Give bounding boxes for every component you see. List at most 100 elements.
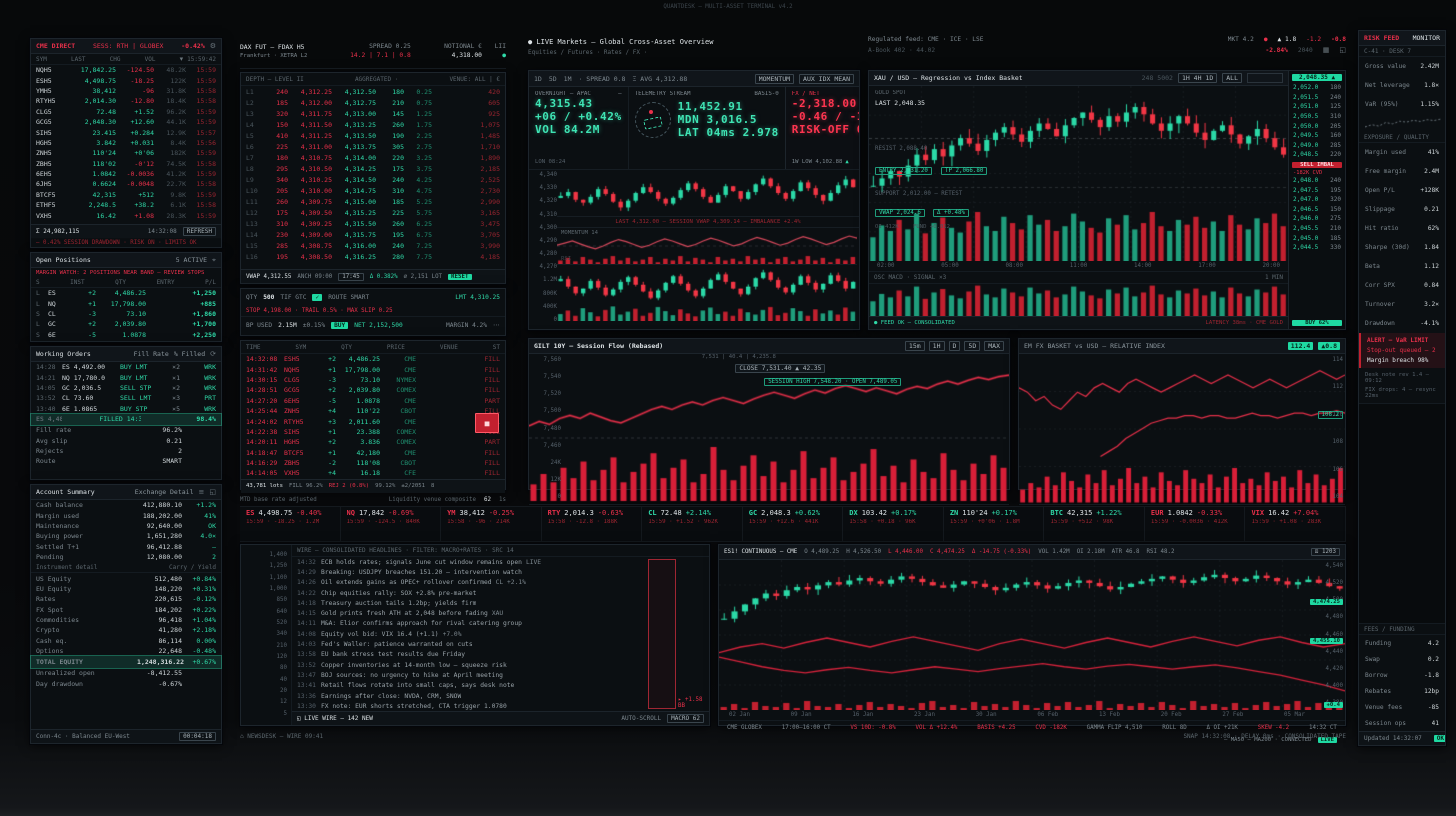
table-row[interactable]: GCG5 2,048.30 +12.60 44.1K 15:59 [36, 118, 216, 127]
table-row[interactable]: NQH5 17,842.25 -124.50 48.2K 15:59 [36, 66, 216, 75]
news-row[interactable]: 13:36 Earnings after close: NVDA, CRM, S… [297, 692, 462, 700]
depth-row[interactable]: L14 230 4,309.00 4,315.75 195 6.75 3,705 [246, 230, 500, 239]
news-row[interactable]: 14:18 Treasury auction tails 1.2bp; yiel… [297, 599, 477, 607]
toolbar-mode-button[interactable]: MOMENTUM [754, 73, 795, 84]
depth-row[interactable]: L11 260 4,309.75 4,315.00 185 5.25 2,990 [246, 197, 500, 206]
news-row[interactable]: 14:22 Chip equities rally: SOX +2.8% pre… [297, 589, 477, 597]
table-row[interactable]: VXH5 16.42 +1.08 28.3K 15:59 [36, 211, 216, 220]
book-row[interactable]: 2,048.0 240 [1293, 177, 1341, 185]
ticker-item[interactable]: DX 103.42 +0.17% 15:58 · +0.18 · 96K [843, 507, 944, 541]
news-row[interactable]: 14:08 Equity vol bid: VIX 16.4 (+1.1) +7… [297, 630, 462, 638]
table-row[interactable]: SIH5 23.415 +0.284 12.9K 15:57 [36, 128, 216, 137]
table-row[interactable]: 14:05 GC 2,036.5 SELL STP ×2 WRK [36, 383, 216, 392]
es-candles-chart[interactable] [719, 560, 1345, 710]
fill-row[interactable]: 14:30:15 CLG5 -3 73.10 NYMEX FILL [246, 375, 500, 384]
table-row[interactable]: L ES +2 4,486.25 +1,250 [36, 289, 216, 298]
book-row[interactable]: 2,044.5 330 [1293, 244, 1341, 252]
order-highlight-row[interactable]: ES 4,486.25 ×2 FILLED 14:32:08 98.4% [30, 412, 222, 426]
qty-field[interactable]: 500 [263, 293, 275, 301]
depth-row[interactable]: L4 150 4,311.50 4,313.25 260 1.75 1,075 [246, 120, 500, 129]
ticker-item[interactable]: EUR 1.0842 -0.33% 15:59 · -0.0036 · 412K [1145, 507, 1246, 541]
fill-row[interactable]: 14:27:20 6EH5 -5 1.0878 CME PART [246, 396, 500, 405]
box-icon[interactable]: ◱ [209, 488, 216, 496]
book-row[interactable]: 2,049.5 160 [1293, 132, 1341, 140]
depth-row[interactable]: L2 185 4,312.00 4,312.75 210 0.75 605 [246, 98, 500, 107]
ticker-item[interactable]: RTY 2,014.3 -0.63% 15:58 · -12.8 · 188K [542, 507, 643, 541]
fill-row[interactable]: 14:18:47 BTCF5 +1 42,180 CME FILL [246, 448, 500, 457]
table-row[interactable]: ETHF5 2,248.5 +38.2 6.1K 15:58 [36, 201, 216, 210]
ticker-item[interactable]: NQ 17,842 -0.69% 15:59 · -124.5 · 840K [341, 507, 442, 541]
fill-row[interactable]: 14:20:11 HGH5 +2 3.836 COMEX PART [246, 438, 500, 447]
news-row[interactable]: 13:41 Retail flows rotate into small cap… [297, 682, 515, 690]
table-row[interactable]: S 6E -5 1.0878 +2,250 [36, 330, 216, 339]
news-row[interactable]: 14:32 ECB holds rates; signals June cut … [297, 558, 542, 566]
ticker-item[interactable]: GC 2,048.3 +0.62% 15:59 · +12.6 · 441K [743, 507, 844, 541]
sort-icon[interactable]: ▾ [179, 55, 184, 63]
toolbar-item[interactable]: 5D [548, 74, 557, 83]
table-row[interactable]: S CL -3 73.10 +1,860 [36, 309, 216, 318]
book-row[interactable]: 2,050.5 310 [1293, 113, 1341, 121]
toolbar-item[interactable]: 1D [534, 74, 542, 83]
depth-row[interactable]: L12 175 4,309.50 4,315.25 225 5.75 3,165 [246, 208, 500, 217]
book-row[interactable]: 2,051.0 125 [1293, 103, 1341, 111]
book-row[interactable]: 2,052.0 180 [1293, 84, 1341, 92]
refresh-icon[interactable]: ⟳ [210, 350, 216, 358]
table-row[interactable]: 6JH5 0.6624 -0.0048 22.7K 15:58 [36, 180, 216, 189]
ticker-item[interactable]: VIX 16.42 +7.04% 15:59 · +1.08 · 283K [1245, 507, 1346, 541]
macro-filter-chip[interactable]: MACRO 62 [667, 714, 704, 724]
news-row[interactable]: 13:30 FX note: EUR shorts stretched, CTA… [297, 702, 507, 710]
book-row[interactable]: 2,050.0 205 [1293, 122, 1341, 130]
news-row[interactable]: 13:52 Copper inventories at 14-month low… [297, 661, 507, 669]
depth-row[interactable]: L10 205 4,310.00 4,314.75 310 4.75 2,730 [246, 186, 500, 195]
more-options-button[interactable]: ⋯ [493, 321, 500, 329]
table-row[interactable]: ZBH5 118'02 -0'12 74.5K 15:58 [36, 159, 216, 168]
news-row[interactable]: 14:11 M&A: Elior confirms approach for r… [297, 620, 522, 628]
depth-row[interactable]: L5 410 4,311.25 4,313.50 190 2.25 1,485 [246, 131, 500, 140]
chart-settings-button[interactable]: ⊡ 1203 [1311, 548, 1340, 556]
flow-line-chart[interactable] [529, 354, 1009, 504]
pin-icon[interactable]: ⌖ [212, 255, 216, 264]
table-row[interactable]: BTCF5 42,315 +512 9.8K 15:59 [36, 190, 216, 199]
table-row[interactable]: L GC +2 2,039.80 +1,700 [36, 320, 216, 329]
all-button[interactable]: ALL [1222, 73, 1242, 83]
fill-row[interactable]: 14:28:51 GCG5 +2 2,039.80 COMEX FILL [246, 386, 500, 395]
timeframe-button[interactable]: 5D [964, 341, 981, 351]
route-select[interactable]: ROUTE SMART [328, 293, 370, 301]
book-row[interactable]: 2,045.0 185 [1293, 234, 1341, 242]
news-row[interactable]: 13:47 BOJ sources: no urgency to hike at… [297, 671, 503, 679]
book-row[interactable]: 2,047.5 195 [1293, 186, 1341, 194]
volume-histogram-chart[interactable] [869, 284, 1288, 316]
depth-row[interactable]: L3 320 4,311.75 4,313.00 145 1.25 925 [246, 109, 500, 118]
toolbar-mode-button[interactable]: AUX IDX MEAN [799, 73, 854, 84]
fill-row[interactable]: 14:14:05 VXH5 +4 16.18 CFE FILL [246, 469, 500, 478]
timeframe-button[interactable]: 1H [928, 341, 945, 351]
fill-row[interactable]: 14:25:44 ZNH5 +4 110'22 CBOT FILL [246, 407, 500, 416]
fill-row[interactable]: 14:16:29 ZBH5 -2 118'08 CBOT FILL [246, 459, 500, 468]
news-selection-marker[interactable] [648, 559, 676, 709]
tif-select[interactable]: TIF GTC [280, 293, 307, 301]
table-row[interactable]: 13:52 CL 73.60 SELL LMT ×3 PRT [36, 394, 216, 403]
emfx-line-chart[interactable] [1019, 354, 1345, 504]
book-row[interactable]: 2,048.5 220 [1293, 151, 1341, 159]
book-row[interactable]: 2,045.5 210 [1293, 225, 1341, 233]
toolbar-item[interactable]: · SPREAD 0.8 [578, 74, 626, 83]
table-row[interactable]: L NQ +1 17,798.00 +885 [36, 299, 216, 308]
ticker-item[interactable]: CL 72.48 +2.14% 15:59 · +1.52 · 962K [642, 507, 743, 541]
book-row[interactable]: 2,049.0 285 [1293, 141, 1341, 149]
confirm-checkbox[interactable]: ✓ [312, 293, 323, 301]
timeframe-button[interactable]: 15m [904, 341, 925, 351]
table-row[interactable]: 14:28 ES 4,492.00 BUY LMT ×2 WRK [36, 363, 216, 372]
ticker-item[interactable]: BTC 42,315 +1.22% 15:59 · +512 · 98K [1044, 507, 1145, 541]
depth-row[interactable]: L13 310 4,309.25 4,315.50 260 6.25 3,475 [246, 219, 500, 228]
ticker-item[interactable]: YM 38,412 -0.25% 15:58 · -96 · 214K [441, 507, 542, 541]
depth-row[interactable]: L9 340 4,310.25 4,314.50 240 4.25 2,525 [246, 175, 500, 184]
entry-tag[interactable]: ENTRY 2,031.20 [875, 166, 932, 175]
depth-row[interactable]: L15 285 4,308.75 4,316.00 240 7.25 3,990 [246, 241, 500, 250]
toolbar-item[interactable]: Ξ AVG 4,312.88 [632, 74, 688, 83]
buy-button[interactable]: BUY [331, 321, 349, 329]
fill-row[interactable]: 14:31:42 NQH5 +1 17,798.00 CME FILL [246, 365, 500, 374]
box-icon[interactable]: ◱ [1339, 46, 1346, 54]
timeframe-button[interactable]: D [948, 341, 961, 351]
